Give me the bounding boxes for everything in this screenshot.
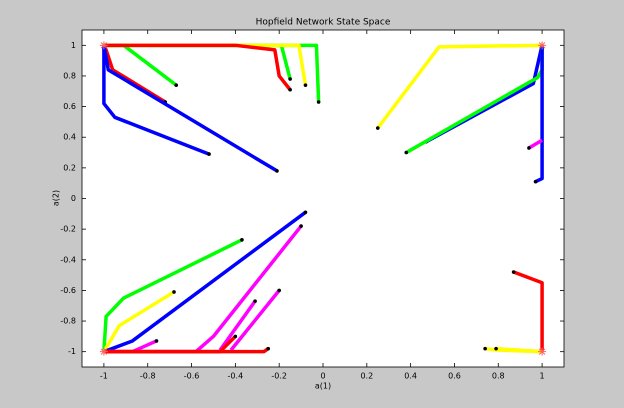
start-point (233, 334, 238, 339)
y-tick-label: -1 (68, 347, 76, 356)
trajectory (103, 335, 237, 354)
start-point (483, 346, 487, 351)
y-tick-label: -0.8 (60, 317, 76, 326)
start-point (316, 100, 321, 104)
y-tick-label: -0.4 (60, 255, 76, 264)
start-point (266, 346, 271, 351)
y-tick-label: 0 (71, 194, 76, 203)
y-axis-label: a(2) (52, 190, 61, 206)
y-tick-label: 0.2 (63, 163, 76, 172)
trajectory (495, 346, 543, 354)
start-point (288, 87, 292, 92)
x-tick-label: 0.6 (448, 372, 461, 381)
x-tick-label: -0.6 (184, 372, 200, 381)
start-point (404, 150, 409, 155)
trajectory (534, 45, 544, 184)
trajectory (103, 210, 307, 354)
trajectory (528, 138, 543, 150)
trajectory (102, 45, 210, 156)
trajectory (376, 43, 543, 130)
y-tick-label: 0.6 (63, 102, 76, 111)
trajectory (218, 300, 257, 352)
start-point (240, 238, 244, 242)
trajectory (102, 238, 243, 352)
start-point (303, 83, 308, 87)
x-tick-label: -0.8 (140, 372, 156, 381)
start-point (527, 146, 531, 150)
trajectory (103, 43, 292, 91)
chart-title: Hopfield Network State Space (256, 18, 391, 28)
trajectory (102, 290, 175, 353)
start-point (494, 346, 498, 351)
x-tick-label: -0.2 (271, 372, 287, 381)
equilibrium-point (99, 41, 108, 50)
start-point (174, 83, 179, 87)
start-point (375, 126, 380, 130)
start-point (299, 224, 303, 228)
start-point (253, 299, 257, 303)
y-tick-label: 1 (71, 41, 76, 50)
x-tick-label: 0.4 (404, 372, 417, 381)
y-tick-label: -0.6 (60, 286, 76, 295)
start-point (207, 152, 211, 156)
start-point (172, 290, 176, 294)
x-tick-label: -1 (100, 372, 108, 381)
y-tick-label: -0.2 (60, 225, 76, 234)
start-point (511, 270, 516, 274)
start-point (288, 77, 292, 81)
x-tick-label: 0.8 (492, 372, 505, 381)
trajectory (229, 289, 281, 352)
start-point (277, 288, 281, 293)
x-tick-label: -0.4 (228, 372, 244, 381)
equilibrium-point (538, 347, 547, 356)
x-tick-label: 0.2 (360, 372, 373, 381)
y-tick-label: 0.4 (63, 133, 76, 142)
x-tick-label: 0 (320, 372, 325, 381)
equilibrium-point (99, 347, 108, 356)
y-tick-label: 0.8 (63, 71, 76, 80)
start-point (533, 179, 538, 184)
equilibrium-point (538, 41, 547, 50)
x-tick-label: 1 (540, 372, 545, 381)
start-point (303, 210, 308, 215)
axes-box (81, 29, 565, 368)
start-point (154, 339, 159, 343)
start-point (275, 169, 279, 173)
x-axis-label: a(1) (315, 382, 331, 391)
trajectory (512, 270, 544, 352)
